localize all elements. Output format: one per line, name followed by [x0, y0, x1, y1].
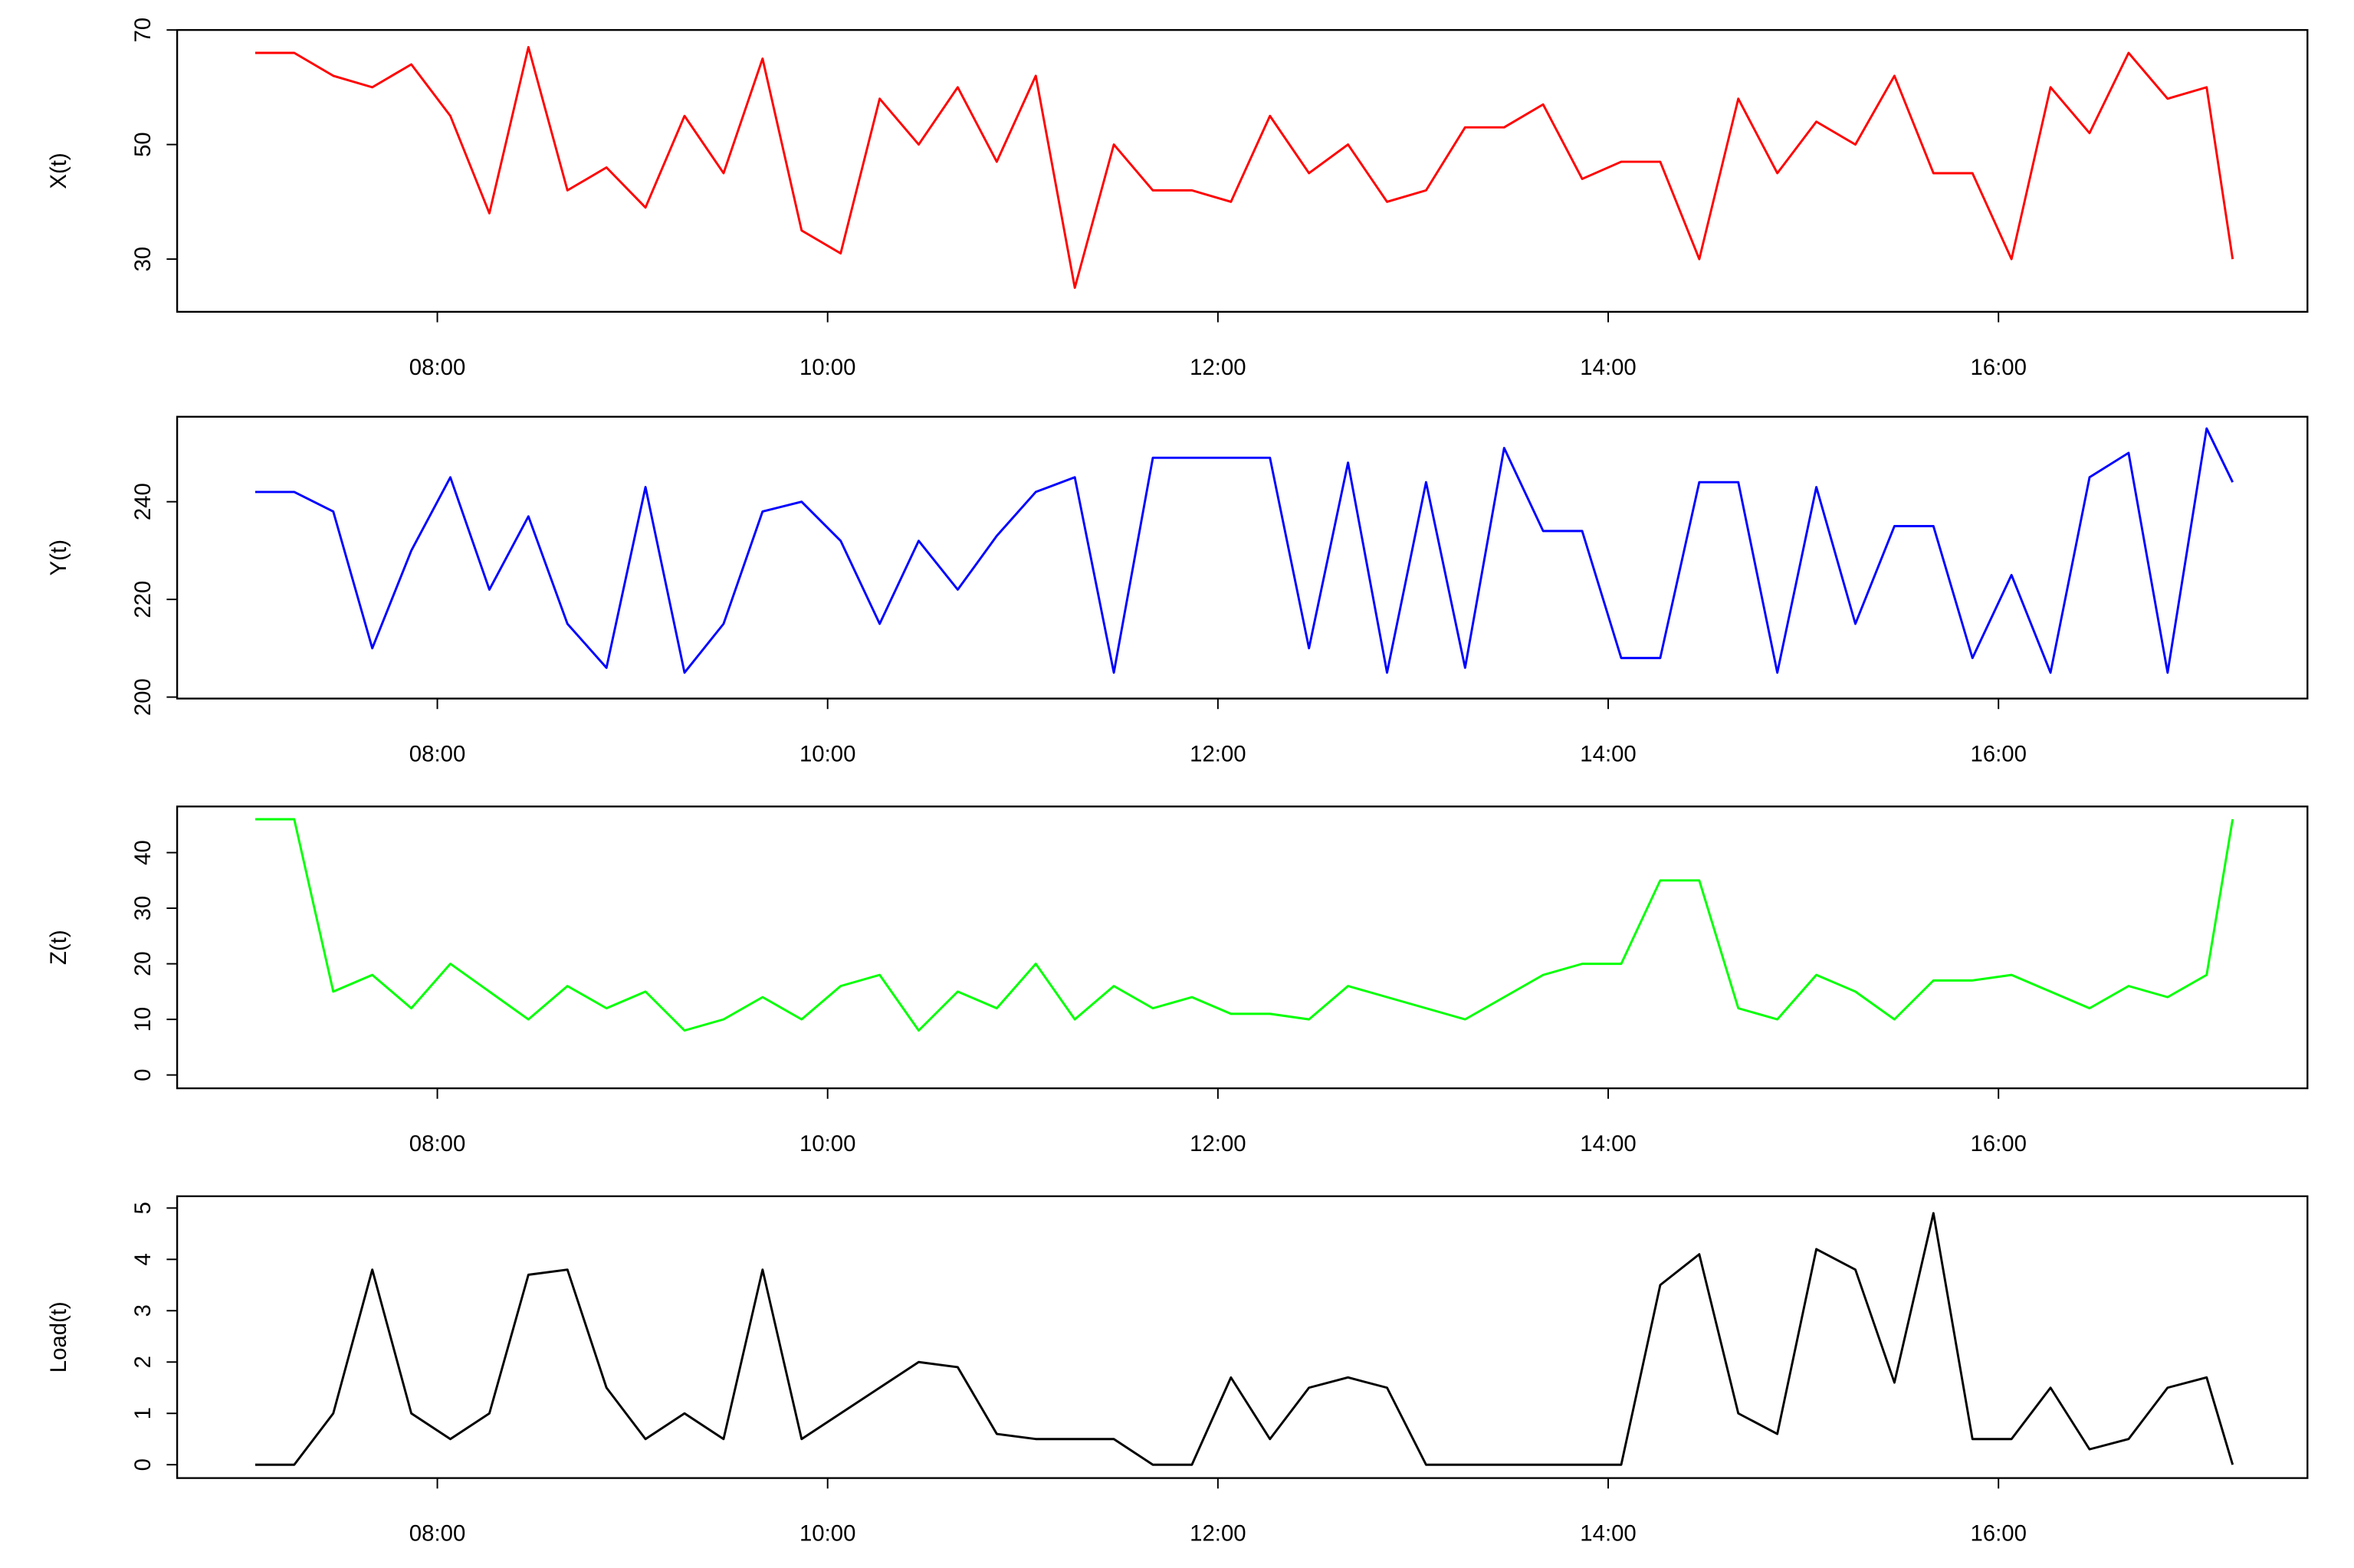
y-tick-label: 1 — [130, 1407, 156, 1419]
y-tick-label: 220 — [130, 581, 156, 618]
y-axis-label: Load(t) — [46, 1301, 71, 1373]
x-tick-label: 08:00 — [409, 1131, 465, 1156]
x-tick-label: 12:00 — [1190, 1521, 1246, 1547]
x-tick-label: 14:00 — [1580, 742, 1636, 767]
y-tick-label: 3 — [130, 1304, 156, 1317]
x-tick-label: 16:00 — [1970, 1131, 2026, 1156]
y-axis-label: Y(t) — [46, 540, 71, 576]
plot-frame — [176, 805, 2309, 1090]
data-line — [254, 818, 2234, 1032]
x-tick-label: 10:00 — [799, 355, 855, 380]
x-tick-label: 14:00 — [1580, 1131, 1636, 1156]
y-tick-label: 0 — [130, 1069, 156, 1081]
x-tick-label: 16:00 — [1970, 1521, 2026, 1547]
x-tick-label: 14:00 — [1580, 1521, 1636, 1547]
y-axis-label: Z(t) — [46, 930, 71, 965]
plot-frame — [176, 28, 2309, 313]
x-tick-label: 08:00 — [409, 742, 465, 767]
x-tick-label: 14:00 — [1580, 355, 1636, 380]
y-tick-label: 10 — [130, 1007, 156, 1032]
y-tick-label: 20 — [130, 951, 156, 976]
x-tick-label: 10:00 — [799, 1131, 855, 1156]
y-tick-label: 2 — [130, 1356, 156, 1368]
x-tick-label: 12:00 — [1190, 1131, 1246, 1156]
data-line — [254, 1212, 2234, 1466]
plot-frame — [176, 415, 2309, 700]
x-tick-label: 08:00 — [409, 355, 465, 380]
y-axis-label: X(t) — [46, 153, 71, 189]
x-tick-label: 16:00 — [1970, 742, 2026, 767]
x-tick-label: 10:00 — [799, 1521, 855, 1547]
y-tick-label: 30 — [130, 896, 156, 921]
x-tick-label: 12:00 — [1190, 355, 1246, 380]
y-tick-label: 5 — [130, 1202, 156, 1214]
x-tick-label: 08:00 — [409, 1521, 465, 1547]
data-line — [254, 427, 2234, 674]
y-tick-label: 4 — [130, 1253, 156, 1265]
data-line — [254, 46, 2234, 289]
y-tick-label: 70 — [130, 18, 156, 43]
y-tick-label: 30 — [130, 247, 156, 272]
y-tick-label: 40 — [130, 840, 156, 865]
x-tick-label: 16:00 — [1970, 355, 2026, 380]
x-tick-label: 12:00 — [1190, 742, 1246, 767]
plot-frame — [176, 1195, 2309, 1479]
x-tick-label: 10:00 — [799, 742, 855, 767]
y-tick-label: 240 — [130, 483, 156, 520]
y-tick-label: 0 — [130, 1458, 156, 1471]
y-tick-label: 50 — [130, 132, 156, 157]
y-tick-label: 200 — [130, 678, 156, 716]
